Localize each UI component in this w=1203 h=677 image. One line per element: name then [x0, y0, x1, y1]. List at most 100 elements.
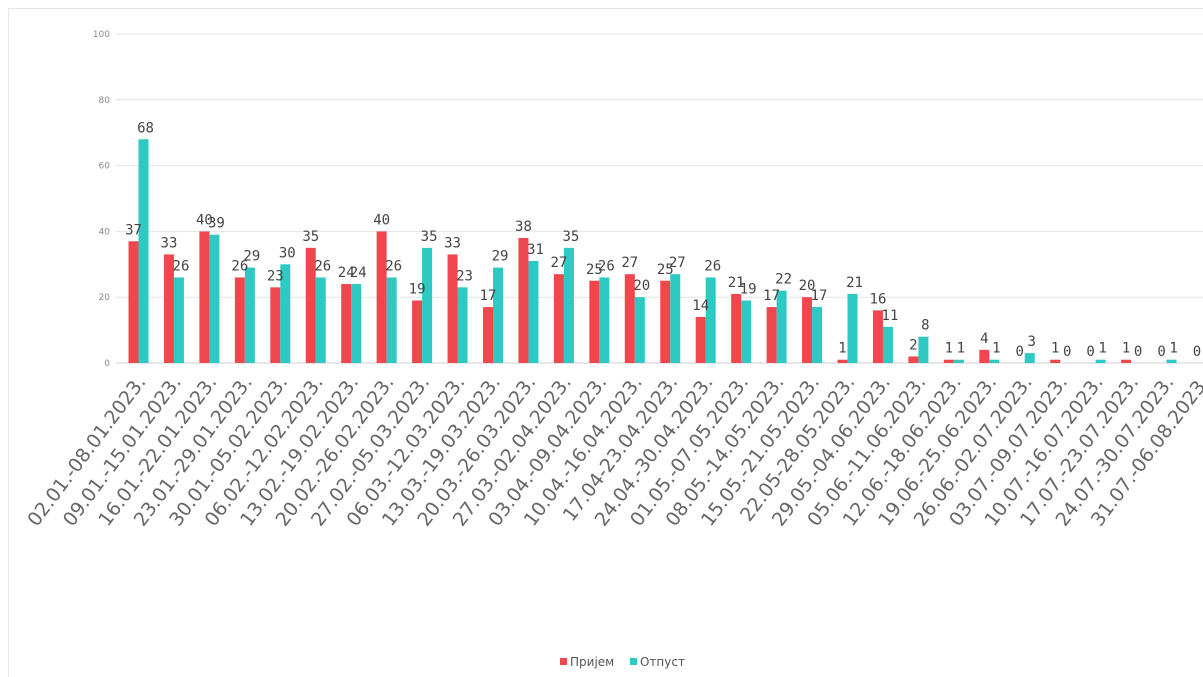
bar-prijem	[412, 300, 423, 363]
bar-otpust	[670, 274, 681, 363]
legend: Пријем Отпуст	[560, 655, 685, 669]
bar-otpust	[1166, 359, 1177, 363]
y-tick-label: 0	[104, 359, 110, 369]
bar-otpust	[989, 359, 1000, 363]
bar-otpust	[528, 261, 539, 363]
data-label: 23	[456, 268, 473, 284]
data-label: 26	[385, 258, 402, 274]
data-label: 39	[208, 216, 225, 232]
data-label: 35	[562, 229, 579, 245]
bar-otpust	[386, 277, 397, 363]
bar-prijem	[872, 310, 883, 363]
data-label: 25	[657, 262, 674, 278]
data-label: 26	[173, 258, 190, 274]
data-label: 21	[728, 275, 745, 291]
bar-prijem	[837, 359, 848, 363]
data-label: 19	[740, 281, 757, 297]
bar-prijem	[270, 287, 281, 363]
bar-prijem	[1121, 359, 1132, 363]
data-label: 35	[302, 229, 319, 245]
bar-prijem	[979, 349, 990, 363]
bar-otpust	[705, 277, 716, 363]
data-label: 29	[492, 249, 509, 265]
bars	[128, 139, 1177, 363]
bar-otpust	[315, 277, 326, 363]
data-label: 31	[527, 242, 544, 258]
data-label: 27	[621, 255, 638, 271]
data-label: 20	[799, 278, 816, 294]
data-label: 1	[1122, 341, 1130, 357]
bar-prijem	[305, 247, 316, 363]
bar-prijem	[376, 231, 387, 363]
data-label: 24	[338, 265, 355, 281]
bar-otpust	[173, 277, 184, 363]
bar-otpust	[493, 267, 503, 363]
y-tick-label: 80	[99, 96, 111, 106]
y-tick-label: 60	[99, 162, 111, 172]
bar-prijem	[908, 356, 919, 363]
data-label: 3	[1028, 334, 1036, 350]
y-axis: 0 20 40 60 80 100	[93, 30, 110, 369]
legend-label-prijem: Пријем	[570, 655, 614, 669]
bar-otpust	[244, 267, 255, 363]
data-label: 0	[1134, 344, 1142, 360]
data-label: 29	[243, 249, 260, 265]
data-label: 38	[515, 219, 532, 235]
bar-otpust	[953, 359, 964, 363]
bar-prijem	[766, 307, 777, 363]
y-tick-label: 100	[93, 30, 110, 40]
data-label: 1	[1169, 341, 1177, 357]
data-label: 26	[598, 258, 615, 274]
bar-otpust	[280, 264, 291, 363]
data-label: 22	[775, 272, 792, 288]
data-label: 35	[421, 229, 438, 245]
chart-frame	[8, 8, 1203, 677]
data-label: 0	[1086, 344, 1094, 360]
bar-otpust	[1095, 359, 1106, 363]
bar-otpust	[138, 139, 149, 363]
data-label: 33	[444, 235, 461, 251]
data-label: 26	[314, 258, 331, 274]
bar-prijem	[518, 237, 529, 363]
data-label: 40	[196, 212, 213, 228]
bar-otpust	[776, 290, 787, 363]
data-label: 2	[909, 337, 917, 353]
data-label: 1	[1051, 341, 1059, 357]
data-label: 4	[980, 331, 988, 347]
bar-prijem	[943, 359, 954, 363]
bar-otpust	[812, 307, 823, 363]
bar-prijem	[1050, 359, 1061, 363]
bar-prijem	[163, 254, 174, 363]
bar-prijem	[624, 274, 635, 363]
bar-otpust	[882, 326, 893, 363]
data-label: 0	[1193, 344, 1201, 360]
data-label: 68	[137, 120, 154, 136]
data-label: 0	[1157, 344, 1165, 360]
bar-otpust	[918, 336, 929, 363]
data-label: 14	[692, 298, 709, 314]
bar-prijem	[731, 293, 742, 363]
bar-otpust	[209, 234, 220, 363]
data-label: 37	[125, 222, 142, 238]
data-label: 1	[957, 341, 965, 357]
data-label: 0	[1016, 344, 1024, 360]
bar-prijem	[128, 241, 139, 363]
bar-otpust	[457, 287, 468, 363]
data-label: 23	[267, 268, 284, 284]
data-label: 8	[921, 318, 929, 334]
data-label: 40	[373, 212, 390, 228]
data-label: 1	[992, 341, 1000, 357]
legend-swatch-prijem	[560, 658, 567, 665]
data-label: 27	[669, 255, 686, 271]
data-label: 24	[350, 265, 367, 281]
data-label: 26	[704, 258, 721, 274]
bar-otpust	[351, 284, 362, 363]
data-label: 30	[279, 245, 296, 261]
gridlines	[116, 33, 1203, 364]
data-label: 17	[480, 288, 497, 304]
bar-prijem	[802, 297, 813, 363]
data-label: 0	[1063, 344, 1071, 360]
bar-otpust	[1024, 353, 1035, 363]
